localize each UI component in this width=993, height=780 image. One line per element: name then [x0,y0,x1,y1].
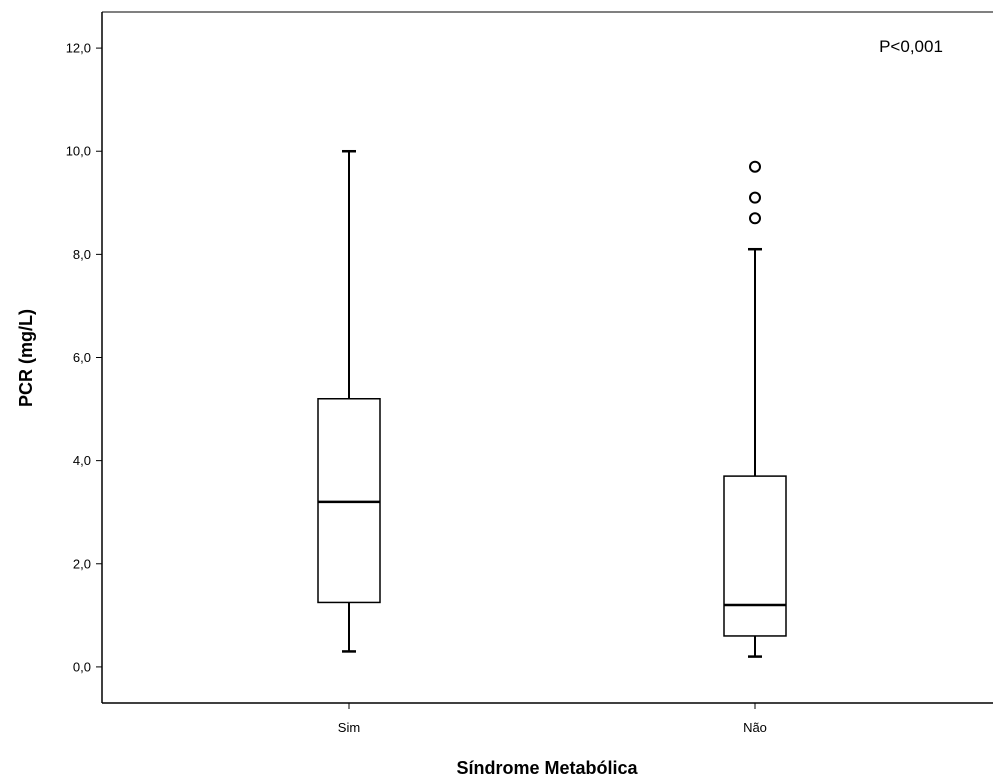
outlier-point [749,212,761,225]
x-axis: Sim Não [338,703,767,735]
p-value-annotation: P<0,001 [879,37,943,56]
y-tick-label: 12,0 [66,41,91,56]
y-tick-label: 2,0 [73,556,91,571]
x-tick-label: Sim [338,720,360,735]
box-group-sim [317,149,381,653]
outlier-point [749,160,761,173]
y-axis: 0,0 2,0 4,0 6,0 8,0 10,0 12,0 [66,41,102,674]
iqr-box [317,398,381,604]
y-tick-label: 0,0 [73,659,91,674]
y-tick-label: 4,0 [73,453,91,468]
plot-frame [101,11,993,704]
outlier-point [749,191,761,204]
y-axis-title: PCR (mg/L) [16,309,36,407]
x-tick-label: Não [743,720,767,735]
y-tick-label: 6,0 [73,350,91,365]
iqr-box [723,475,787,637]
y-tick-label: 8,0 [73,247,91,262]
box-group-não [723,160,787,658]
x-axis-title: Síndrome Metabólica [456,758,638,778]
boxes-layer [317,149,787,658]
y-tick-label: 10,0 [66,144,91,159]
